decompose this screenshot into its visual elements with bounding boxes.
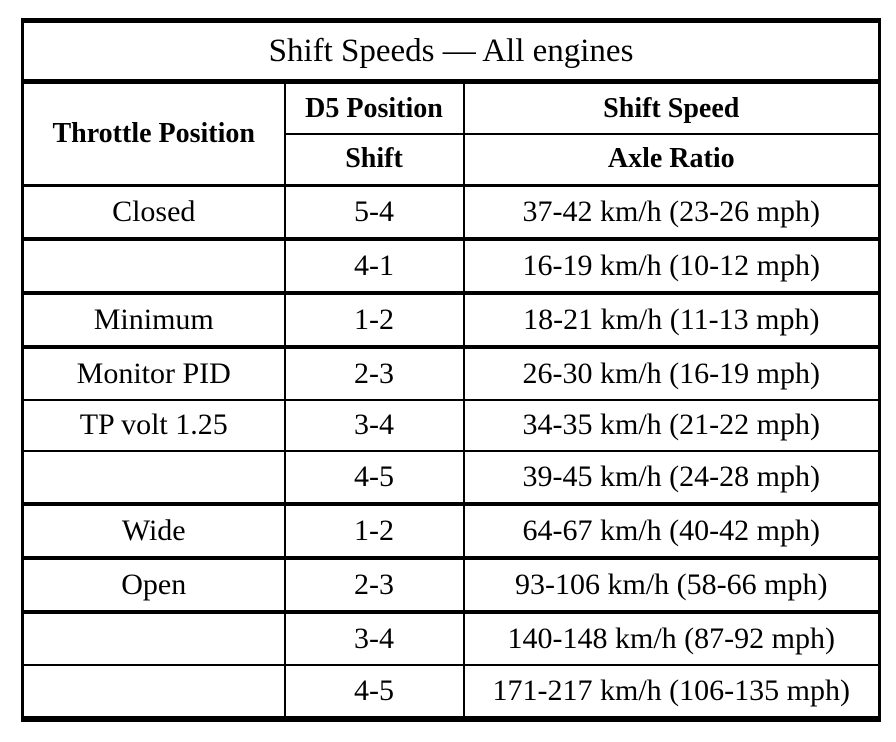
cell-throttle: Closed <box>21 184 286 241</box>
cell-speed: 26-30 km/h (16-19 mph) <box>462 345 881 401</box>
cell-shift: 3-4 <box>283 398 465 453</box>
cell-throttle <box>21 663 286 721</box>
cell-speed: 39-45 km/h (24-28 mph) <box>462 450 881 507</box>
shift-speeds-table: Shift Speeds — All engines Throttle Posi… <box>21 18 882 722</box>
cell-throttle: TP volt 1.25 <box>21 398 286 453</box>
header-shift-speed: Shift Speed <box>462 80 881 136</box>
header-row-2: Shift Axle Ratio <box>23 133 881 187</box>
table-row: 4-1 16-19 km/h (10-12 mph) <box>21 237 881 295</box>
table-row: Monitor PID 2-3 26-30 km/h (16-19 mph) <box>21 345 881 401</box>
table-row: 3-4 140-148 km/h (87-92 mph) <box>21 611 881 666</box>
cell-throttle: Minimum <box>21 291 286 349</box>
table-row: Closed 5-4 37-42 km/h (23-26 mph) <box>21 184 881 241</box>
cell-speed: 64-67 km/h (40-42 mph) <box>462 503 881 561</box>
cell-shift: 4-5 <box>283 450 465 507</box>
table-row: 4-5 171-217 km/h (106-135 mph) <box>21 663 881 721</box>
table-row: 4-5 39-45 km/h (24-28 mph) <box>21 450 881 507</box>
cell-speed: 93-106 km/h (58-66 mph) <box>462 557 881 615</box>
cell-speed: 171-217 km/h (106-135 mph) <box>462 663 881 721</box>
table-title: Shift Speeds — All engines <box>21 19 881 85</box>
table-row: Open 2-3 93-106 km/h (58-66 mph) <box>21 557 881 615</box>
cell-speed: 34-35 km/h (21-22 mph) <box>462 398 881 453</box>
header-shift: Shift <box>283 133 465 187</box>
cell-throttle: Monitor PID <box>21 345 286 401</box>
cell-shift: 4-1 <box>283 237 465 295</box>
cell-throttle: Wide <box>21 503 286 561</box>
header-d5-position: D5 Position <box>283 80 465 136</box>
cell-shift: 2-3 <box>283 557 465 615</box>
table-row: TP volt 1.25 3-4 34-35 km/h (21-22 mph) <box>21 398 881 453</box>
header-throttle-position: Throttle Position <box>21 80 286 187</box>
cell-throttle: Open <box>21 557 286 615</box>
cell-throttle <box>21 611 286 666</box>
table-row: Wide 1-2 64-67 km/h (40-42 mph) <box>21 503 881 561</box>
cell-speed: 16-19 km/h (10-12 mph) <box>462 237 881 295</box>
header-axle-ratio: Axle Ratio <box>462 133 881 187</box>
cell-shift: 3-4 <box>283 611 465 666</box>
cell-shift: 2-3 <box>283 345 465 401</box>
cell-throttle <box>21 237 286 295</box>
cell-shift: 1-2 <box>283 503 465 561</box>
cell-shift: 5-4 <box>283 184 465 241</box>
title-row: Shift Speeds — All engines <box>21 19 881 85</box>
cell-speed: 140-148 km/h (87-92 mph) <box>462 611 881 666</box>
cell-shift: 4-5 <box>283 663 465 721</box>
cell-shift: 1-2 <box>283 291 465 349</box>
cell-throttle <box>21 450 286 507</box>
table-row: Minimum 1-2 18-21 km/h (11-13 mph) <box>21 291 881 349</box>
header-row-1: Throttle Position D5 Position Shift Spee… <box>21 80 881 187</box>
cell-speed: 18-21 km/h (11-13 mph) <box>462 291 881 349</box>
cell-speed: 37-42 km/h (23-26 mph) <box>462 184 881 241</box>
